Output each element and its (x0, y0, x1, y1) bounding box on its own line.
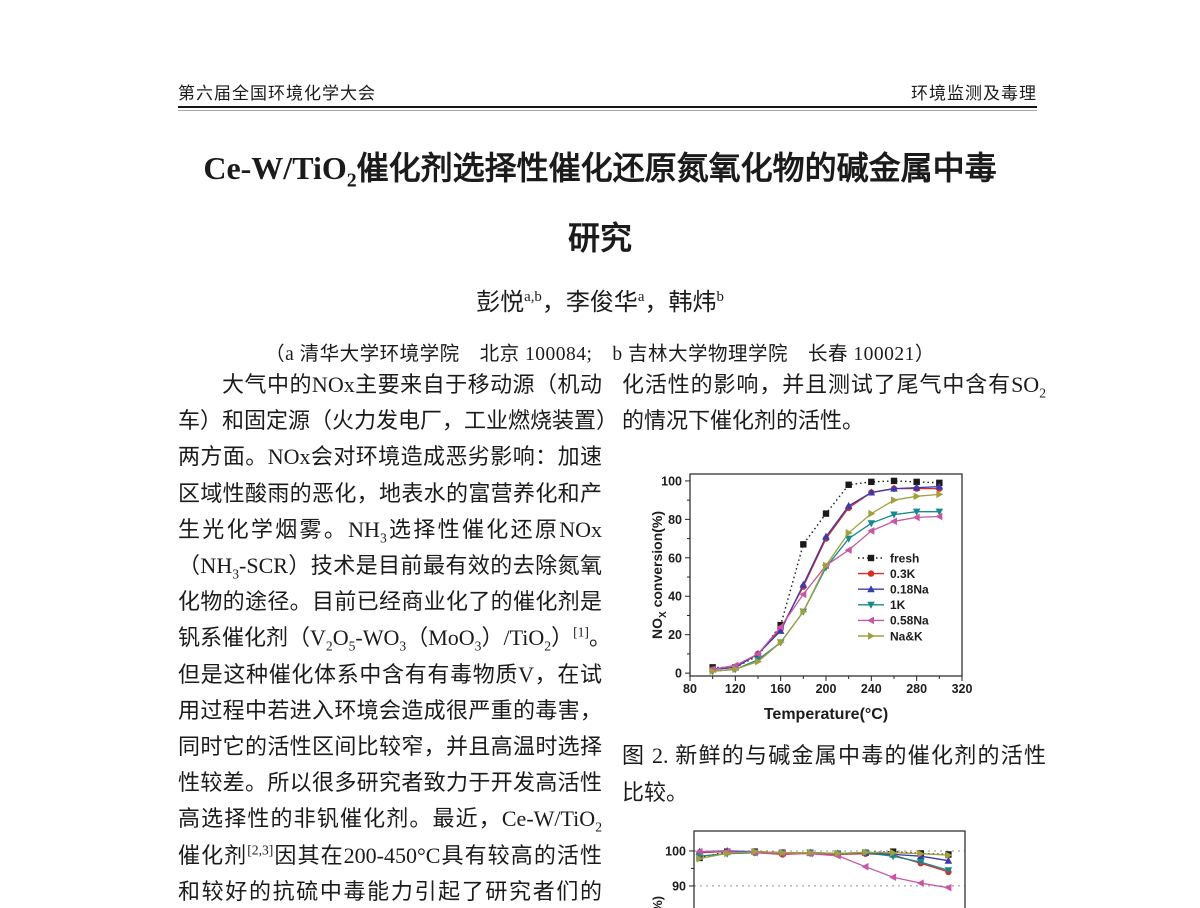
svg-text:0.58Na: 0.58Na (890, 614, 929, 628)
body-line: 催化剂[2,3]因其在200-450°C具有较高的活性 (178, 842, 602, 868)
header-rule-thin (178, 110, 1037, 111)
svg-text:0.3K: 0.3K (890, 567, 916, 581)
svg-text:120: 120 (725, 682, 746, 696)
body-line: 但是这种催化体系中含有有毒物质V，在试 (178, 661, 602, 687)
body-line: 图 2. 新鲜的与碱金属中毒的催化剂的活性 (622, 743, 1046, 768)
body-line: 和较好的抗硫中毒能力引起了研究者们的 (178, 878, 602, 904)
header-right: 环境监测及毒理 (911, 84, 1037, 103)
body-line: 车）和固定源（火力发电厂，工业燃烧装置） (178, 408, 619, 434)
svg-text:Temperature(°C): Temperature(°C) (764, 706, 888, 723)
body-line: 性较差。所以很多研究者致力于开发高活性 (178, 770, 602, 796)
svg-text:0.18Na: 0.18Na (890, 583, 929, 597)
body-line: 比较。 (622, 780, 689, 805)
body-line: 大气中的NOx主要来自于移动源（机动 (222, 372, 602, 397)
body-line: 用过程中若进入环境会造成很严重的毒害， (178, 697, 602, 723)
svg-text:280: 280 (906, 682, 927, 696)
svg-text:NOX conversion(%): NOX conversion(%) (649, 511, 669, 639)
figure2-activity-chart: 80 120 160 200 240 280 320 0 20 40 60 80 100 fresh 0.3… (649, 473, 973, 723)
svg-text:60: 60 (668, 551, 682, 565)
paper-title-line1: Ce-W/TiO2催化剂选择性催化还原氮氧化物的碱金属中毒 (203, 150, 997, 192)
body-line: 的情况下催化剂的活性。 (622, 408, 865, 434)
body-line: 区域性酸雨的恶化，地表水的富营养化和产 (178, 480, 602, 506)
body-line: （NH3-SCR）技术是目前最有效的去除氮氧 (178, 553, 602, 582)
right-column: 化活性的影响，并且测试了尾气中含有SO2 的情况下催化剂的活性。 (622, 367, 1046, 439)
body-line: 钒系催化剂（V2O5-WO3（MoO3）/TiO2）[1]。 (178, 625, 611, 654)
figure2-caption: 图 2. 新鲜的与碱金属中毒的催化剂的活性 比较。 (622, 737, 1046, 811)
body-line: 化活性的影响，并且测试了尾气中含有SO2 (622, 372, 1046, 401)
svg-text:40: 40 (668, 590, 682, 604)
paper-title-line2: 研究 (567, 220, 632, 256)
svg-text:80: 80 (668, 513, 682, 527)
svg-text:240: 240 (861, 682, 882, 696)
svg-text:(%): (%) (650, 896, 665, 908)
svg-text:200: 200 (816, 682, 837, 696)
body-line: 同时它的活性区间比较窄，并且高温时选择 (178, 734, 602, 760)
svg-text:100: 100 (665, 844, 686, 858)
svg-text:320: 320 (952, 682, 973, 696)
figure3-chart-partial: 100 90 (%) (650, 830, 966, 908)
svg-text:20: 20 (668, 628, 682, 642)
authors-line: 彭悦a,b，李俊华a，韩炜b (476, 289, 724, 316)
svg-text:80: 80 (683, 682, 697, 696)
header-left: 第六届全国环境化学大会 (178, 84, 376, 103)
left-column: 大气中的NOx主要来自于移动源（机动车）和固定源（火力发电厂，工业燃烧装置） 两方… (178, 367, 619, 908)
svg-text:100: 100 (661, 474, 682, 488)
svg-text:90: 90 (672, 879, 686, 893)
affiliation-line: （a 清华大学环境学院 北京 100084; b 吉林大学物理学院 长春 100… (265, 344, 935, 365)
body-line: 高选择性的非钒催化剂。最近，Ce-W/TiO2 (178, 806, 602, 835)
svg-text:160: 160 (770, 682, 791, 696)
svg-text:Na&K: Na&K (890, 629, 923, 643)
body-line: 生光化学烟雾。NH3选择性催化还原NOx (178, 516, 602, 546)
svg-text:fresh: fresh (890, 551, 919, 565)
svg-text:0: 0 (675, 667, 682, 681)
body-line: 化物的途径。目前已经商业化了的催化剂是 (178, 589, 602, 615)
body-line: 两方面。NOx会对环境造成恶劣影响：加速 (178, 444, 602, 470)
svg-text:1K: 1K (890, 598, 906, 612)
header-rule (178, 106, 1037, 108)
